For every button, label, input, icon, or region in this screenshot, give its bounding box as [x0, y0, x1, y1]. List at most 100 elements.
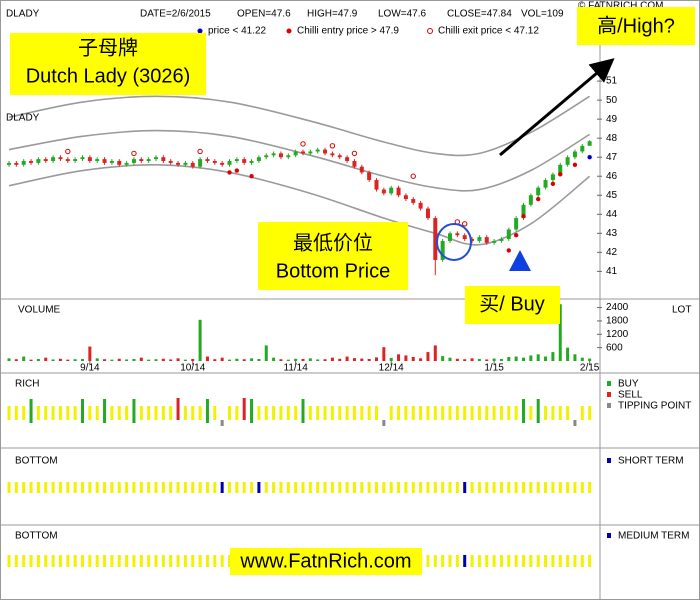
candle-body [242, 159, 247, 163]
legend-label: SHORT TERM [618, 456, 684, 467]
strip-tick [522, 482, 525, 493]
strip-tick [117, 482, 121, 493]
marker [131, 150, 137, 157]
strip-tick [485, 406, 489, 420]
legend-marker [286, 28, 292, 34]
candle-body [389, 187, 394, 194]
strip-tick [514, 482, 518, 493]
volume-bar [566, 347, 570, 361]
strip-tick [183, 406, 187, 420]
strip-tick [433, 406, 437, 420]
volume-bar [272, 357, 276, 361]
strip-tick [279, 406, 283, 420]
candle-body [264, 155, 269, 158]
strip-tick [492, 482, 496, 493]
strip-tick [205, 555, 209, 567]
panel-label: BOTTOM [15, 531, 58, 542]
candle-body [433, 218, 438, 260]
marker [410, 173, 416, 179]
candle-body [462, 235, 467, 240]
candle-body [403, 195, 408, 200]
strip-tick [44, 406, 48, 420]
strip-tick [588, 406, 592, 420]
strip-tick [522, 555, 525, 567]
marker [329, 143, 336, 149]
strip-tick [338, 406, 342, 420]
strip-tick [389, 406, 393, 420]
candle-body [418, 202, 423, 209]
strip-tick [323, 406, 327, 420]
strip-tick [169, 406, 173, 420]
volume-bar [242, 359, 246, 361]
high: HIGH=47.9 [307, 9, 358, 20]
strip-tick [514, 406, 518, 420]
signal [536, 399, 540, 423]
strip-tick [397, 406, 401, 420]
legend-marker [427, 28, 433, 34]
volume-bar [507, 356, 511, 361]
volume-bar [220, 357, 224, 361]
strip-tick [264, 406, 268, 420]
strip-tick [294, 406, 298, 420]
volume-bar [492, 358, 496, 361]
signal [81, 399, 84, 423]
candle-body [565, 157, 570, 165]
legend-label: BUY [618, 379, 639, 390]
close: CLOSE=47.84 [447, 9, 512, 20]
volume-bar [117, 358, 121, 361]
legend-label: price < 41.22 [208, 26, 267, 37]
volume-bar [345, 356, 349, 361]
candle-body [7, 162, 11, 165]
strip-tick [323, 482, 327, 493]
strip-tick [301, 482, 305, 493]
x-tick-label: 2/15 [580, 363, 600, 374]
strip-tick [551, 555, 555, 567]
strip-tick [492, 555, 496, 567]
volume-bar [191, 358, 195, 361]
strip-tick [198, 406, 202, 420]
strip-tick [544, 482, 548, 493]
strip-tick [213, 406, 217, 420]
band [8, 129, 591, 192]
volume-bar [176, 358, 180, 361]
signal [103, 399, 107, 423]
volume-bar [419, 358, 423, 361]
signal [301, 399, 305, 423]
strip-tick [551, 482, 555, 493]
strip-tick [191, 406, 195, 420]
y-tick-label: 42 [606, 247, 618, 258]
strip-tick [441, 555, 445, 567]
volume-bar [36, 358, 40, 361]
legend-label: Chilli entry price > 47.9 [297, 26, 399, 37]
candle-body [572, 151, 577, 158]
volume-bar [536, 354, 540, 361]
strip-tick [235, 406, 239, 420]
volume-bar [147, 359, 151, 361]
y-tick-label: 600 [606, 342, 623, 353]
strip-tick [95, 482, 99, 493]
volume-bar [294, 358, 298, 361]
strip-tick [183, 555, 187, 567]
strip-tick [205, 482, 209, 493]
strip-tick [580, 406, 584, 420]
signal [463, 555, 467, 567]
volume-bar [81, 358, 84, 361]
volume-bar [286, 359, 290, 361]
strip-tick [272, 482, 276, 493]
candle-body [21, 161, 26, 165]
y-tick-label: 50 [606, 95, 618, 106]
candle-body [492, 240, 497, 243]
volume-bar [73, 359, 77, 361]
candle-body [29, 161, 34, 163]
strip-tick [154, 406, 158, 420]
strip-tick [176, 555, 180, 567]
arrow [499, 58, 615, 157]
strip-tick [330, 482, 334, 493]
strip-tick [110, 406, 114, 420]
y-tick-label: 43 [606, 228, 618, 239]
strip-tick [455, 555, 459, 567]
symbol: DLADY [6, 9, 40, 20]
volume-bar [433, 345, 437, 361]
volume-bar [573, 354, 577, 361]
signal [463, 482, 467, 493]
